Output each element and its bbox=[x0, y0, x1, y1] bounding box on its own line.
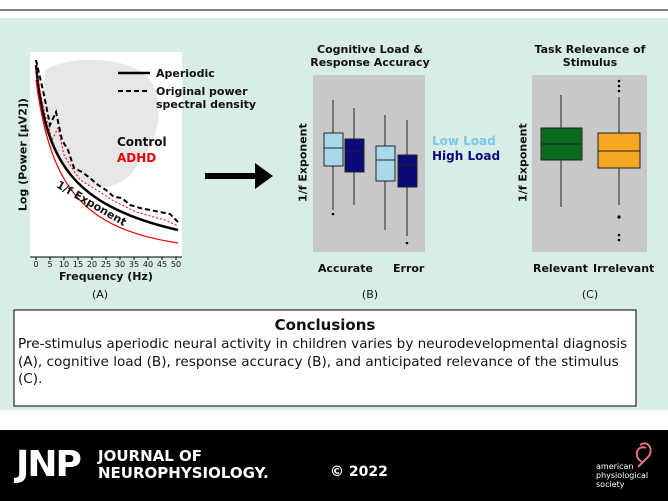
society: american physiological society bbox=[596, 462, 649, 489]
x-tick-label: 30 bbox=[114, 260, 126, 269]
category-label: Error bbox=[393, 262, 425, 275]
boxplots-b bbox=[323, 100, 418, 236]
x-tick-label: 5 bbox=[47, 260, 53, 269]
logo: JNP bbox=[16, 444, 82, 485]
outlier bbox=[405, 241, 409, 245]
y-label: 1/f Exponent bbox=[296, 123, 310, 202]
y-label: Log (Power [μV2]) bbox=[16, 98, 30, 212]
aperiodic-curve bbox=[34, 64, 179, 232]
x-tick-label: 35 bbox=[128, 260, 140, 269]
conclusions-text: Pre-stimulus aperiodic neural activity i… bbox=[18, 336, 628, 388]
x-tick-label: 10 bbox=[58, 260, 70, 269]
y-label: 1/f Exponent bbox=[516, 123, 530, 202]
footer-band bbox=[0, 430, 668, 501]
society-icon bbox=[635, 442, 652, 468]
caption: (A) bbox=[91, 288, 109, 301]
plot-a-area bbox=[30, 52, 182, 257]
x-tick-label: 20 bbox=[86, 260, 98, 269]
psd-curve bbox=[35, 59, 179, 223]
x-tick-label: 0 bbox=[33, 260, 39, 269]
conclusions-box bbox=[13, 309, 637, 407]
x-tick-label: 40 bbox=[142, 260, 154, 269]
outliers-c bbox=[617, 79, 621, 242]
category-label: Irrelevant bbox=[593, 262, 655, 275]
legend-entry: Low Load bbox=[432, 134, 496, 148]
outlier bbox=[331, 212, 335, 216]
boxplots-c bbox=[540, 95, 641, 207]
caption: (C) bbox=[581, 288, 599, 301]
title: Task Relevance of Stimulus bbox=[534, 43, 646, 70]
psd-curve-adhd bbox=[35, 69, 179, 227]
category-label: Accurate bbox=[318, 262, 373, 275]
caption: (B) bbox=[361, 288, 379, 301]
x-tick-label: 50 bbox=[170, 260, 182, 269]
x-tick-label: 25 bbox=[100, 260, 112, 269]
copyright: © 2022 bbox=[330, 464, 388, 480]
x-tick-label: 45 bbox=[156, 260, 168, 269]
x-tick-label: 15 bbox=[72, 260, 84, 269]
legend-entry: High Load bbox=[432, 149, 501, 163]
category-label: Relevant bbox=[533, 262, 588, 275]
group-label: ADHD bbox=[117, 151, 157, 165]
conclusions-title: Conclusions bbox=[274, 316, 376, 334]
x-label: Frequency (Hz) bbox=[59, 270, 153, 283]
legend-entry: Aperiodic bbox=[156, 67, 215, 80]
title: Cognitive Load & Response Accuracy bbox=[310, 43, 430, 70]
aperiodic-curve-adhd bbox=[35, 79, 179, 244]
group-label: Control bbox=[117, 135, 167, 149]
journal-name: JOURNAL OF NEUROPHYSIOLOGY. bbox=[98, 447, 269, 482]
arrow-head bbox=[255, 163, 273, 189]
legend-entry: Original power spectral density bbox=[156, 85, 257, 112]
